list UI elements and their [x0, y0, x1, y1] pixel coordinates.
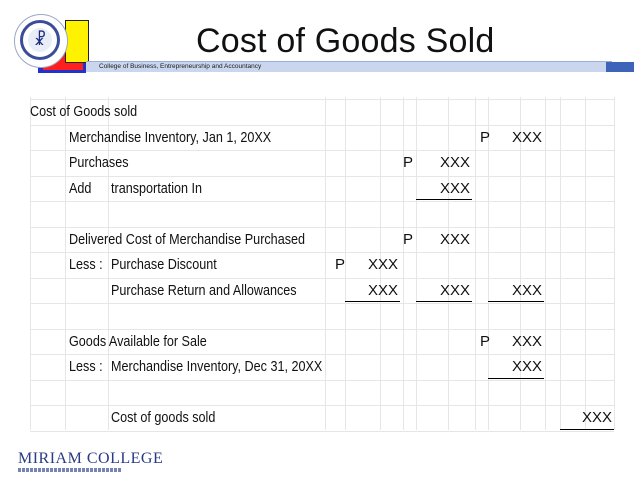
header-subtitle: College of Business, Entrepreneurship an… — [99, 63, 262, 70]
header-rule — [86, 61, 612, 62]
row-label: Merchandise Inventory, Jan 1, 20XX — [69, 129, 272, 146]
amount-cell: XXX — [367, 282, 398, 299]
table-grid-hline — [30, 303, 614, 304]
footer-logo: MIRIAM COLLEGE — [18, 450, 164, 467]
peso-sign: P — [403, 154, 414, 171]
cogs-table: Cost of Goods sold Merchandise Inventory,… — [30, 97, 615, 432]
peso-sign: P — [480, 333, 491, 350]
row-label: Merchandise Inventory, Dec 31, 20XX — [111, 358, 323, 375]
total-underline — [560, 429, 614, 430]
table-grid-hline — [30, 405, 614, 406]
header-decoration-yellow — [65, 20, 89, 63]
table-grid-vline — [380, 97, 381, 430]
slide-title: Cost of Goods Sold — [196, 22, 495, 60]
table-grid-vline — [108, 97, 109, 430]
total-underline — [416, 199, 472, 200]
table-grid-vline — [30, 97, 31, 430]
amount-cell: XXX — [439, 154, 470, 171]
table-grid-hline — [30, 380, 614, 381]
table-grid-hline — [30, 150, 614, 151]
table-grid-vline — [448, 97, 449, 430]
row-label: Cost of goods sold — [111, 409, 216, 426]
college-seal-logo: ☧ — [14, 14, 68, 68]
table-grid-vline — [614, 97, 615, 430]
amount-cell: XXX — [367, 256, 398, 273]
table-grid-hline — [30, 99, 614, 100]
row-label: transportation In — [111, 180, 203, 197]
table-grid-vline — [585, 97, 586, 430]
row-label: Cost of Goods sold — [30, 103, 138, 120]
footer-tagline-graphic — [18, 468, 122, 472]
row-prefix: Add — [69, 180, 92, 197]
table-grid-hline — [30, 252, 614, 253]
table-grid-hline — [30, 278, 614, 279]
total-underline — [416, 301, 472, 302]
table-grid-hline — [30, 125, 614, 126]
row-label: Delivered Cost of Merchandise Purchased — [69, 231, 306, 248]
table-grid-vline — [560, 97, 561, 430]
row-prefix: Less : — [69, 358, 103, 375]
amount-cell: XXX — [511, 333, 542, 350]
amount-cell: XXX — [439, 231, 470, 248]
amount-cell: XXX — [511, 129, 542, 146]
row-label: Goods Available for Sale — [69, 333, 207, 350]
header-band — [86, 62, 608, 72]
table-grid-vline — [520, 97, 521, 430]
table-grid-vline — [325, 97, 326, 430]
total-underline — [345, 301, 400, 302]
total-underline — [488, 301, 544, 302]
chi-rho-icon: ☧ — [28, 28, 52, 52]
row-prefix: Less : — [69, 256, 103, 273]
seal-ring — [20, 20, 60, 60]
table-grid-hline — [30, 329, 614, 330]
table-grid-vline — [65, 97, 66, 430]
table-grid-hline — [30, 431, 614, 432]
table-grid-vline — [488, 97, 489, 430]
row-label: Purchases — [69, 154, 129, 171]
table-grid-vline — [403, 97, 404, 430]
amount-cell: XXX — [439, 282, 470, 299]
row-label: Purchase Return and Allowances — [111, 282, 297, 299]
table-grid-hline — [30, 227, 614, 228]
header-band-accent — [606, 62, 634, 72]
amount-cell: XXX — [511, 358, 542, 375]
table-grid-vline — [345, 97, 346, 430]
amount-cell: XXX — [511, 282, 542, 299]
table-grid-hline — [30, 201, 614, 202]
total-underline — [488, 378, 544, 379]
amount-cell: XXX — [581, 409, 612, 426]
table-grid-vline — [475, 97, 476, 430]
table-grid-hline — [30, 176, 614, 177]
table-grid-vline — [545, 97, 546, 430]
table-grid-vline — [416, 97, 417, 430]
table-grid-hline — [30, 354, 614, 355]
peso-sign: P — [403, 231, 414, 248]
peso-sign: P — [335, 256, 346, 273]
amount-cell: XXX — [439, 180, 470, 197]
peso-sign: P — [480, 129, 491, 146]
row-label: Purchase Discount — [111, 256, 217, 273]
